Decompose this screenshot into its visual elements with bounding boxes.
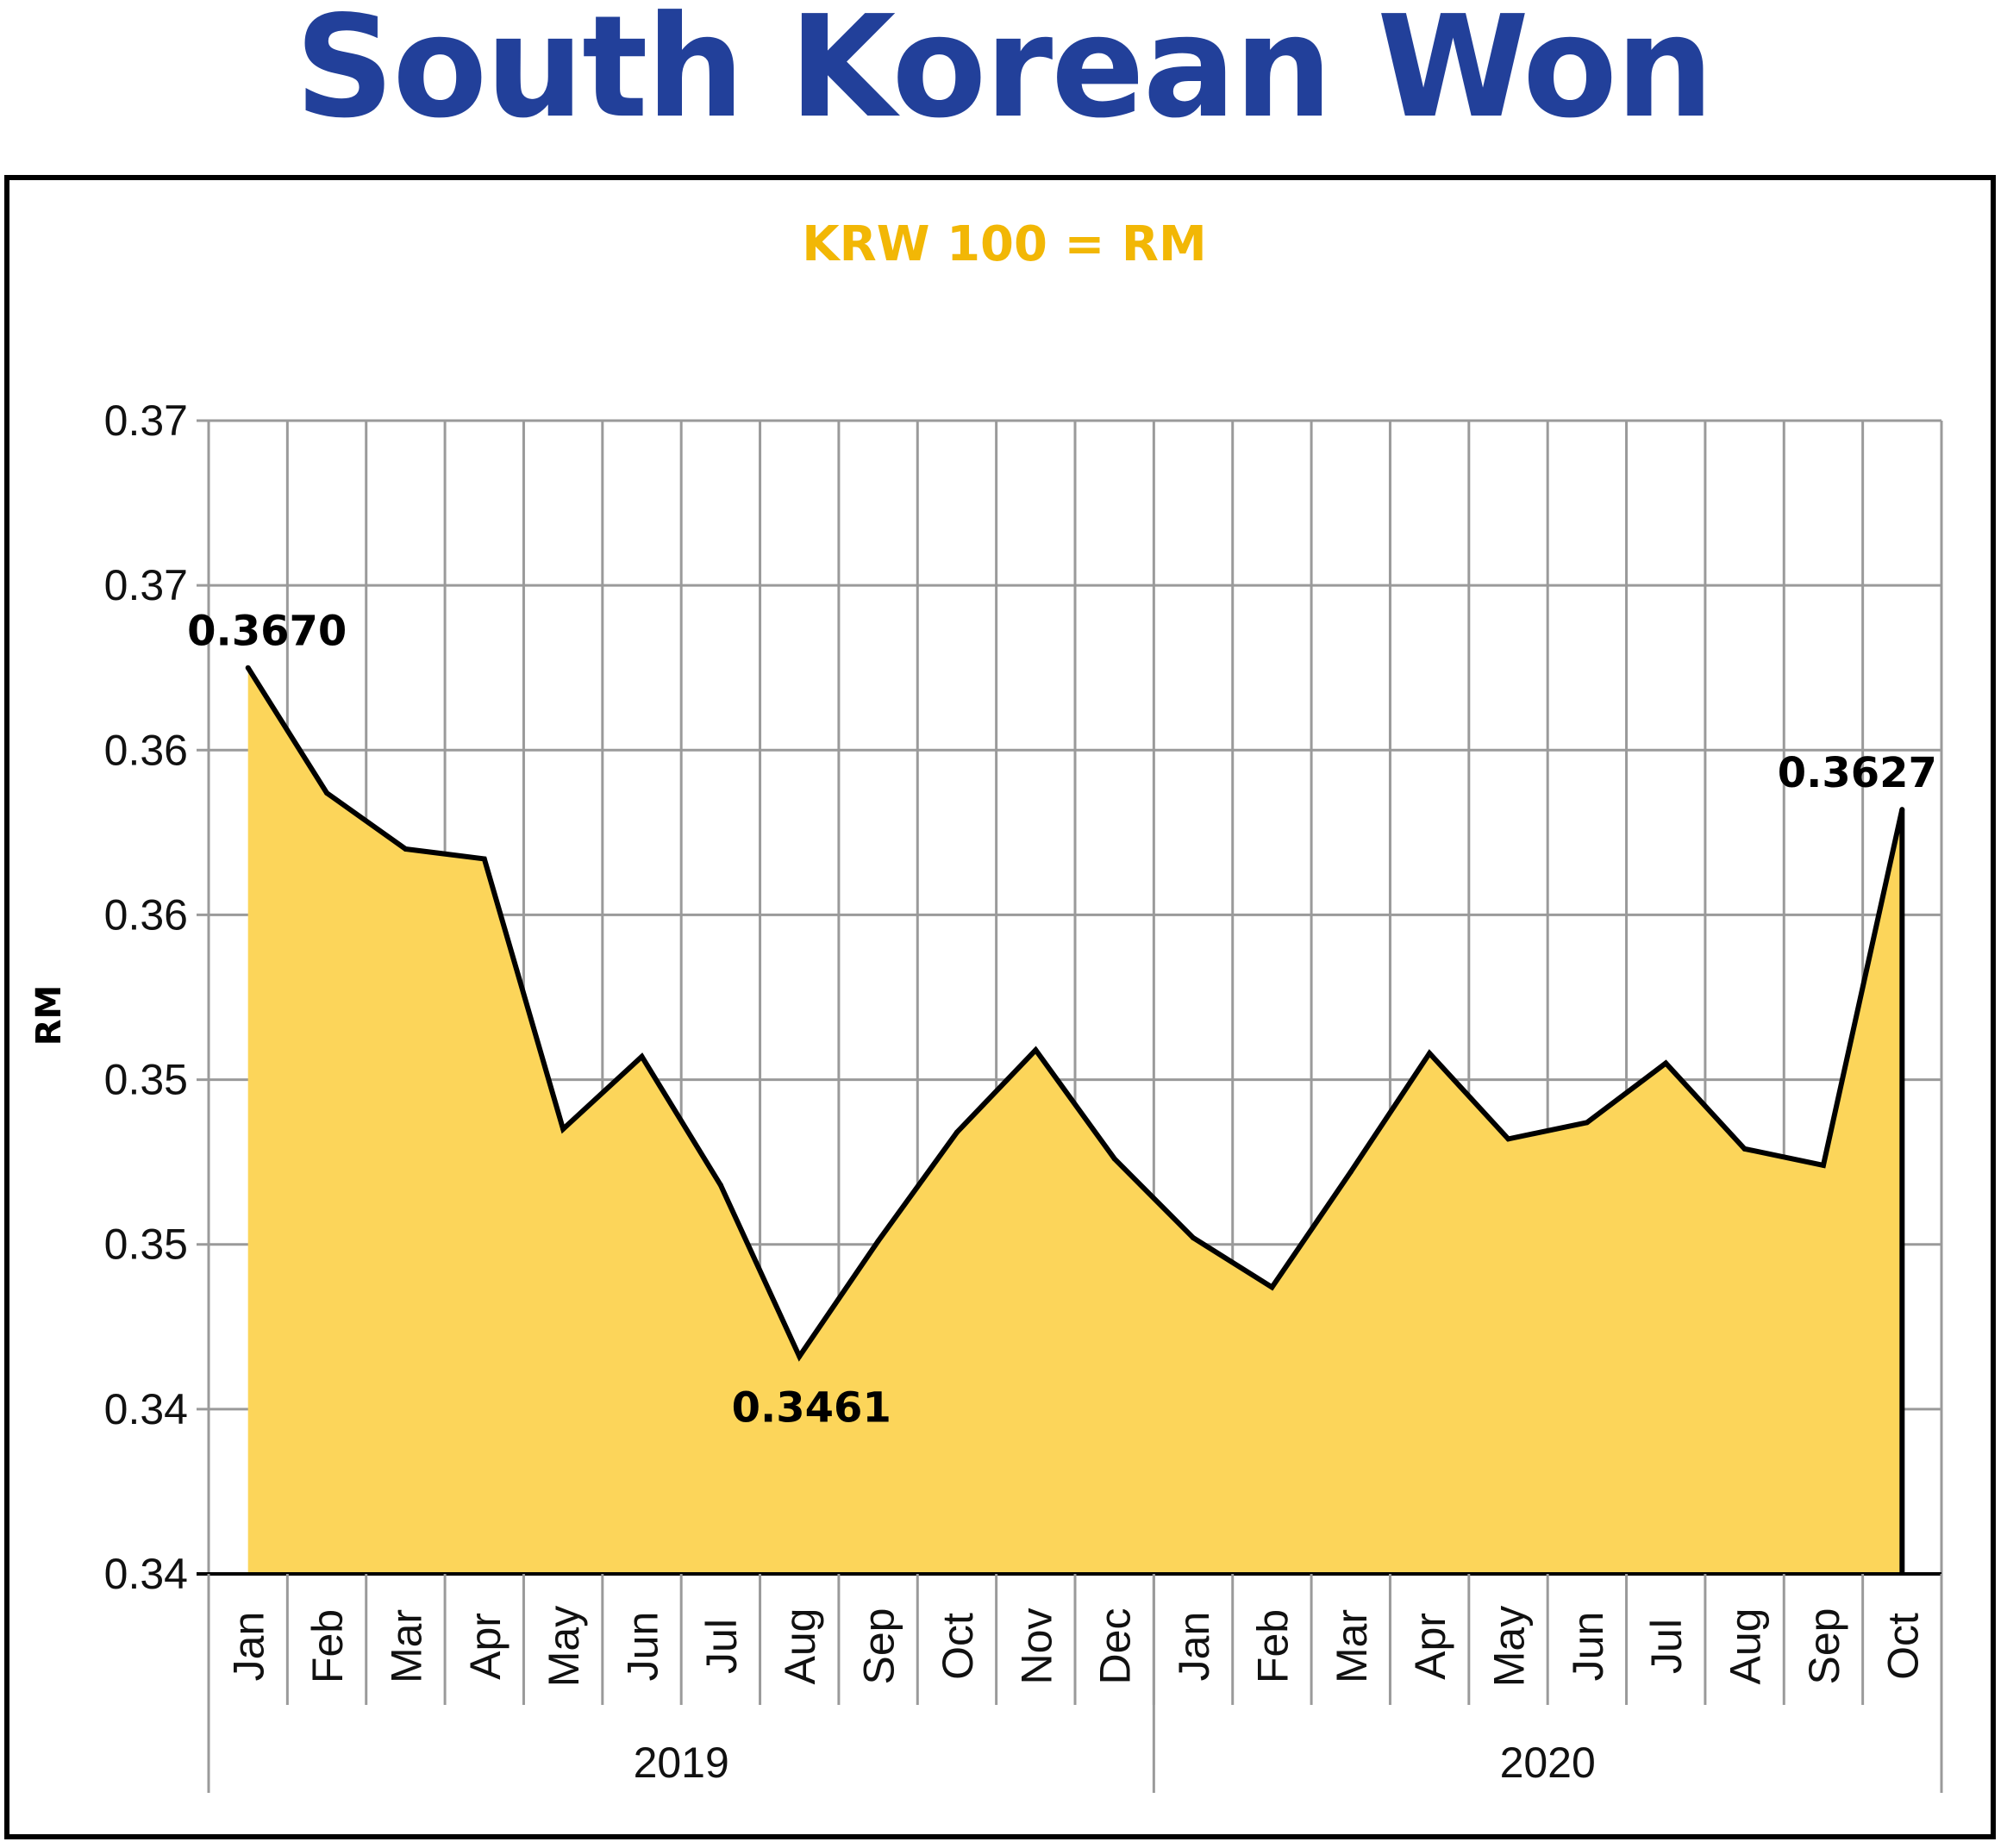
y-tick-label: 0.35 — [104, 1056, 188, 1104]
x-tick-label: Feb — [303, 1609, 352, 1683]
x-tick-label: Aug — [1722, 1608, 1770, 1685]
data-point-aug-19 — [1741, 1146, 1748, 1152]
data-point-feb-1 — [324, 790, 330, 796]
data-point-mar-14 — [1347, 1169, 1354, 1175]
y-tick-label: 0.34 — [104, 1385, 188, 1433]
x-tick-label: Mar — [382, 1609, 430, 1683]
data-point-sep-8 — [875, 1238, 881, 1244]
x-tick-label: Jul — [697, 1619, 746, 1674]
chart-subtitle: KRW 100 = RM — [802, 216, 1206, 272]
x-tick-label: Sep — [855, 1608, 903, 1685]
x-tick-label: Jul — [1642, 1619, 1691, 1674]
data-point-may-4 — [560, 1126, 566, 1132]
x-tick-label: Jan — [1170, 1612, 1218, 1682]
x-tick-label: Mar — [1328, 1609, 1376, 1683]
x-tick-label: Dec — [1091, 1608, 1140, 1685]
y-tick-label: 0.34 — [104, 1550, 188, 1598]
axes — [197, 421, 1943, 1793]
y-axis-label: RM — [29, 985, 69, 1046]
data-point-apr-15 — [1427, 1050, 1433, 1056]
area-series — [245, 665, 1905, 1574]
data-label: 0.3670 — [187, 608, 347, 656]
data-point-apr-3 — [481, 856, 487, 862]
y-tick-label: 0.35 — [104, 1221, 188, 1269]
data-label: 0.3461 — [732, 1384, 891, 1433]
x-tick-label: May — [1485, 1606, 1534, 1687]
x-tick-label: May — [540, 1606, 588, 1687]
data-point-mar-2 — [403, 846, 409, 852]
data-point-jul-6 — [717, 1182, 723, 1188]
area-fill — [247, 667, 1903, 1574]
data-label: 0.3627 — [1778, 749, 1937, 797]
data-point-feb-13 — [1269, 1284, 1275, 1290]
y-tick-label: 0.36 — [104, 890, 188, 939]
data-point-oct-21 — [1899, 807, 1905, 813]
y-tick-label: 0.36 — [104, 726, 188, 774]
y-tick-label: 0.37 — [104, 561, 188, 609]
chart-frame — [4, 175, 1996, 1839]
x-tick-label: Oct — [934, 1613, 982, 1680]
x-tick-label: Apr — [461, 1613, 510, 1680]
labels: 0.34 0.34 0.35 0.35 0.36 0.36 0.37 0.37 Jan Feb Ma… — [104, 396, 1937, 1787]
x-tick-label: Sep — [1800, 1608, 1848, 1685]
year-label: 2020 — [1500, 1739, 1596, 1787]
x-tick-label: Feb — [1248, 1609, 1297, 1683]
x-tick-label: Jun — [1564, 1612, 1612, 1682]
data-point-dec-11 — [1111, 1156, 1117, 1162]
data-point-jul-18 — [1663, 1060, 1669, 1066]
data-point-jun-17 — [1584, 1120, 1590, 1126]
x-tick-label: Nov — [1012, 1608, 1060, 1685]
x-tick-label: Jan — [225, 1612, 273, 1682]
chart-title: South Korean Won — [295, 0, 1714, 149]
data-point-jan-0 — [245, 665, 251, 671]
x-tick-label: Oct — [1879, 1613, 1927, 1680]
y-tick-label: 0.37 — [104, 396, 188, 445]
data-point-nov-10 — [1033, 1047, 1039, 1053]
year-label: 2019 — [634, 1739, 729, 1787]
x-tick-label: Aug — [776, 1608, 824, 1685]
data-point-may-16 — [1505, 1136, 1511, 1142]
data-point-jan-12 — [1191, 1235, 1197, 1241]
data-point-jun-5 — [639, 1053, 645, 1059]
x-tick-label: Jun — [619, 1612, 667, 1682]
data-point-sep-20 — [1820, 1162, 1826, 1168]
x-tick-label: Apr — [1406, 1613, 1454, 1680]
data-point-aug-7 — [797, 1353, 803, 1359]
data-point-oct-9 — [953, 1129, 960, 1135]
